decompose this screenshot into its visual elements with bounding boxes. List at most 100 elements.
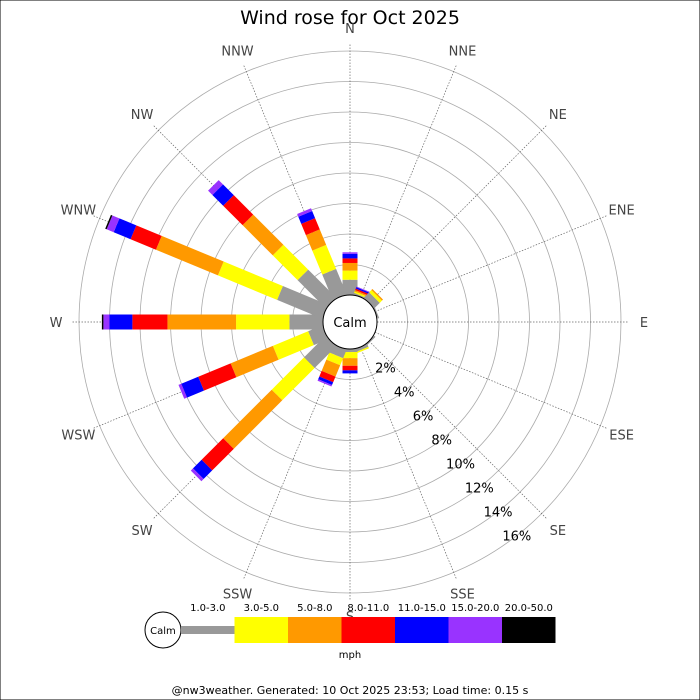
bar-wsw-3-0-5-0 bbox=[272, 331, 314, 360]
bar-sw-11-0-15-0 bbox=[192, 459, 213, 480]
legend-label-20-0-50-0: 20.0-50.0 bbox=[505, 603, 553, 614]
direction-label-w: W bbox=[50, 316, 63, 331]
bar-nnw-1-0-3-0 bbox=[322, 268, 347, 300]
direction-label-ne: NE bbox=[549, 108, 567, 123]
bar-ene-1-0-3-0 bbox=[372, 304, 380, 319]
spoke-ssw bbox=[242, 346, 340, 580]
bar-n-5-0-8-0 bbox=[342, 262, 358, 271]
bar-nne-11-0-15-0 bbox=[355, 287, 371, 295]
calm-circle bbox=[322, 294, 378, 350]
bar-s-8-0-11-0 bbox=[342, 365, 358, 371]
direction-label-ene: ENE bbox=[609, 204, 635, 219]
legend-unit: mph bbox=[339, 650, 361, 661]
direction-label-nnw: NNW bbox=[221, 44, 253, 59]
bar-wnw-11-0-15-0 bbox=[113, 218, 137, 240]
bar-wsw-5-0-8-0 bbox=[230, 345, 279, 378]
bar-ssw-15-0-20-0 bbox=[317, 379, 333, 387]
tick-label-10: 10% bbox=[446, 457, 475, 472]
legend-label-11-0-15-0: 11.0-15.0 bbox=[398, 603, 446, 614]
bar-n-15-0-20-0 bbox=[342, 252, 358, 254]
spoke-nne bbox=[360, 64, 458, 298]
bar-w-3-0-5-0 bbox=[236, 314, 290, 330]
bar-sw-1-0-3-0 bbox=[304, 335, 337, 368]
bar-nw-11-0-15-0 bbox=[212, 184, 234, 206]
bar-nw-15-0-20-0 bbox=[208, 180, 223, 195]
legend-swatch-20-0-50-0 bbox=[502, 617, 556, 643]
tick-label-8: 8% bbox=[431, 433, 452, 448]
direction-label-se: SE bbox=[550, 524, 566, 539]
bar-wsw-15-0-20-0 bbox=[178, 383, 188, 399]
bar-nne-15-0-20-0 bbox=[356, 286, 371, 293]
direction-label-sw: SW bbox=[132, 524, 153, 539]
spoke-ese bbox=[374, 332, 608, 430]
bar-ssw-5-0-8-0 bbox=[321, 359, 341, 377]
legend-swatch-11-0-15-0 bbox=[395, 617, 449, 643]
legend-swatch-8-0-11-0 bbox=[341, 617, 395, 643]
speed-legend: Calm 1.0-3.0 3.0-5.0 5.0-8.0 8.0-11.0 11.0-15… bbox=[144, 603, 556, 649]
bar-s-11-0-15-0 bbox=[342, 370, 358, 374]
spoke-se bbox=[368, 340, 548, 520]
bar-sse-3-0-5-0 bbox=[354, 346, 370, 355]
bar-ssw-3-0-5-0 bbox=[326, 352, 344, 366]
bar-n-8-0-11-0 bbox=[342, 258, 358, 263]
chart-title: Wind rose for Oct 2025 bbox=[240, 7, 460, 29]
bar-ne-5-0-8-0 bbox=[371, 288, 384, 301]
bar-wsw-1-0-3-0 bbox=[308, 325, 328, 346]
bar-ssw-8-0-11-0 bbox=[319, 370, 336, 383]
legend-label-5-0-8-0: 5.0-8.0 bbox=[297, 603, 332, 614]
legend-swatch-1-0-3-0 bbox=[181, 626, 235, 634]
bar-w-8-0-11-0 bbox=[132, 314, 168, 330]
bar-wnw-5-0-8-0 bbox=[155, 235, 224, 276]
spoke-ene bbox=[374, 214, 608, 312]
tick-label-4: 4% bbox=[394, 385, 415, 400]
bar-ssw-11-0-15-0 bbox=[318, 376, 334, 386]
bar-nw-8-0-11-0 bbox=[223, 195, 254, 226]
legend-calm-label: Calm bbox=[150, 626, 176, 637]
tick-label-2: 2% bbox=[375, 361, 396, 376]
bar-wsw-8-0-11-0 bbox=[198, 363, 237, 391]
bar-s-3-0-5-0 bbox=[342, 352, 358, 359]
bar-sw-5-0-8-0 bbox=[223, 389, 283, 449]
legend-label-1-0-3-0: 1.0-3.0 bbox=[190, 603, 225, 614]
bar-nw-1-0-3-0 bbox=[297, 269, 337, 309]
bar-nne-8-0-11-0 bbox=[355, 288, 370, 296]
direction-label-wnw: WNW bbox=[61, 204, 97, 219]
bar-wnw-15-0-20-0 bbox=[106, 215, 120, 233]
legend-swatch-5-0-8-0 bbox=[288, 617, 342, 643]
direction-label-sse: SSE bbox=[450, 588, 475, 603]
tick-label-12: 12% bbox=[465, 482, 494, 497]
direction-label-wsw: WSW bbox=[61, 429, 95, 444]
tick-label-6: 6% bbox=[413, 409, 434, 424]
bar-w-11-0-15-0 bbox=[109, 314, 133, 330]
legend-label-3-0-5-0: 3.0-5.0 bbox=[244, 603, 279, 614]
bar-nne-5-0-8-0 bbox=[354, 289, 370, 298]
bar-nw-3-0-5-0 bbox=[272, 244, 309, 281]
bar-wnw-8-0-11-0 bbox=[130, 225, 162, 250]
bar-nne-1-0-3-0 bbox=[353, 292, 368, 300]
legend-label-8-0-11-0: 8.0-11.0 bbox=[347, 603, 389, 614]
bar-nnw-8-0-11-0 bbox=[301, 218, 320, 236]
bar-n-3-0-5-0 bbox=[342, 270, 358, 280]
bar-n-1-0-3-0 bbox=[342, 279, 358, 295]
bar-w-1-0-3-0 bbox=[289, 314, 323, 330]
legend-swatch-3-0-5-0 bbox=[234, 617, 288, 643]
bar-wnw-3-0-5-0 bbox=[217, 261, 283, 300]
bar-nnw-5-0-8-0 bbox=[305, 229, 327, 251]
tick-label-14: 14% bbox=[484, 506, 513, 521]
radial-tick-labels: 2% 4% 6% 8% 10% 12% 14% 16% bbox=[375, 361, 531, 544]
direction-label-n: N bbox=[345, 22, 355, 37]
legend-label-15-0-20-0: 15.0-20.0 bbox=[451, 603, 499, 614]
bar-sw-15-0-20-0 bbox=[190, 468, 204, 482]
bar-wsw-11-0-15-0 bbox=[181, 376, 204, 398]
bar-nnw-15-0-20-0 bbox=[297, 208, 313, 217]
direction-label-ese: ESE bbox=[609, 429, 634, 444]
spoke-ne bbox=[368, 124, 548, 304]
bar-sw-3-0-5-0 bbox=[271, 357, 315, 401]
calm-circle-group: Calm bbox=[322, 294, 378, 350]
bar-nnw-3-0-5-0 bbox=[312, 244, 337, 275]
bar-s-5-0-8-0 bbox=[342, 358, 358, 366]
direction-label-e: E bbox=[640, 316, 648, 331]
direction-label-nw: NW bbox=[131, 108, 154, 123]
bar-w-20-0-50-0 bbox=[101, 314, 104, 330]
